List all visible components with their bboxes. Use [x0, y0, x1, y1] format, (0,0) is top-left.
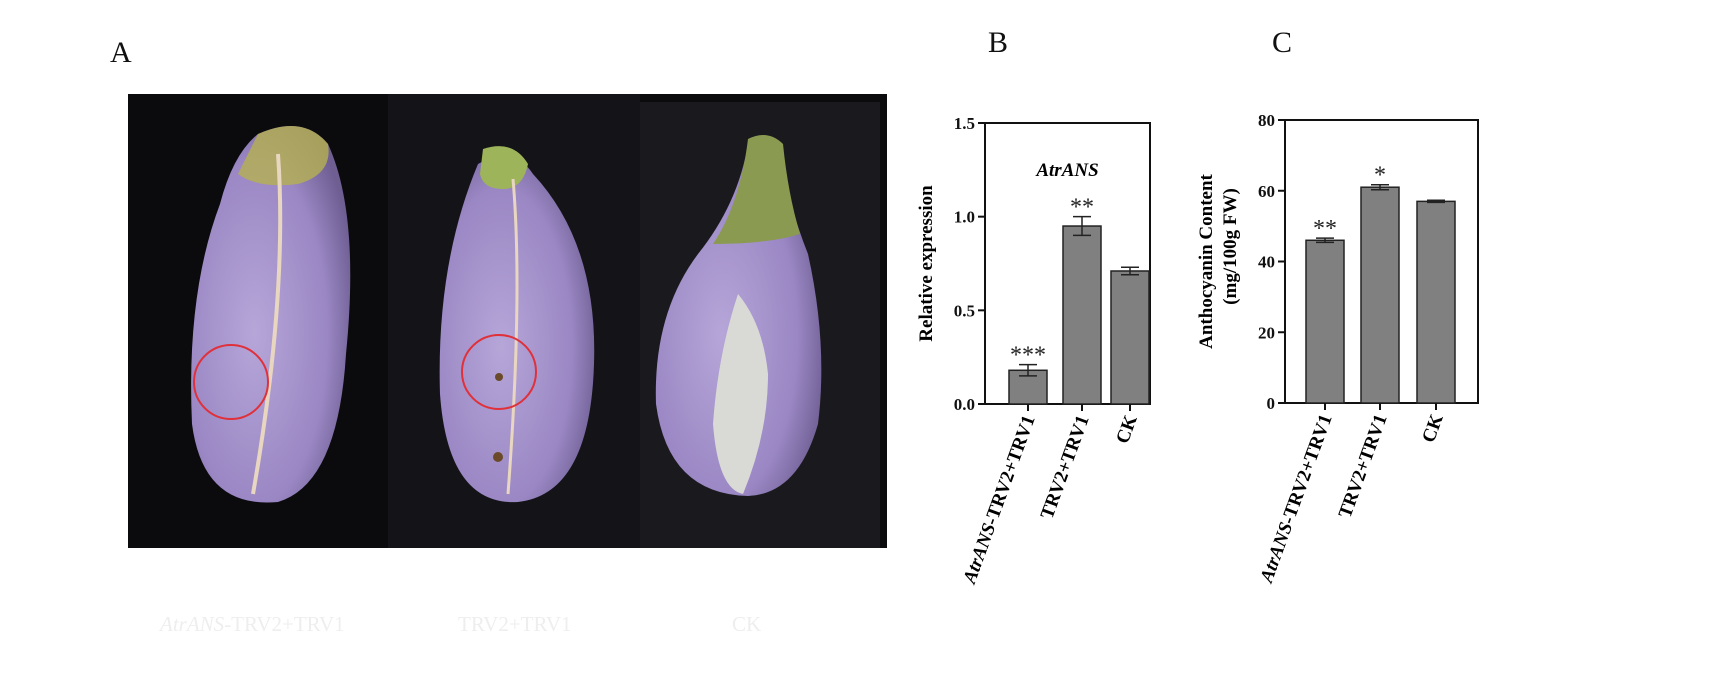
- photo-label-1-rest: -TRV2+TRV1: [224, 612, 345, 636]
- x-tick-label: CK: [1112, 412, 1142, 446]
- x-tick-label: AtrANS-TRV2+TRV1: [1256, 412, 1337, 587]
- chart-2: 0 20 40 60 80 Anthocyanin Content (mg/100g FW)…: [1196, 111, 1479, 587]
- photo-label-1-italic: AtrANS: [160, 612, 225, 636]
- significance-label: *: [1374, 163, 1386, 189]
- y-tick-label: 1.0: [954, 208, 975, 227]
- panel-label-b: B: [988, 26, 1009, 59]
- y-tick-label: 80: [1258, 111, 1275, 130]
- fruit-photo: AtrANS-TRV2+TRV1 TRV2+TRV1 CK: [128, 94, 887, 636]
- fruit-illustration: [191, 94, 880, 548]
- bar: [1416, 200, 1456, 404]
- panel-label-c: C: [1272, 26, 1293, 59]
- significance-label: **: [1070, 195, 1094, 221]
- panel-label-a: A: [110, 36, 132, 69]
- y-tick-label: 1.5: [954, 114, 975, 133]
- chart-title: AtrANS: [1035, 160, 1098, 181]
- axes-frame: [1284, 119, 1479, 404]
- fruit-2: [439, 146, 595, 503]
- highlight-circle-1: [193, 344, 269, 420]
- error-bar: [1073, 215, 1091, 237]
- error-bar: [1427, 199, 1445, 204]
- y-tick-label: 60: [1258, 182, 1275, 201]
- y-tick-label: 40: [1258, 253, 1275, 272]
- x-tick-label: TRV2+TRV1: [1037, 413, 1094, 522]
- highlight-circle-2: [461, 334, 537, 410]
- bar: [1360, 186, 1400, 404]
- significance-label: **: [1313, 216, 1337, 242]
- error-bar: [1019, 363, 1037, 377]
- y-tick-label: 20: [1258, 323, 1275, 342]
- x-tick-label: TRV2+TRV1: [1335, 412, 1392, 521]
- photo-label-2-rest: TRV2+TRV1: [458, 612, 572, 636]
- y-tick-label: 0.5: [954, 301, 975, 320]
- photo-label-1: AtrANS-TRV2+TRV1: [160, 612, 345, 637]
- x-tick-label: AtrANS-TRV2+TRV1: [959, 413, 1040, 588]
- fruit-3: [655, 135, 822, 496]
- y-axis-label: Relative expression: [916, 185, 937, 342]
- photo-label-2: TRV2+TRV1: [458, 612, 571, 637]
- y-axis-label: Anthocyanin Content: [1196, 173, 1217, 348]
- y-tick-label: 0.0: [954, 395, 975, 414]
- bar: [1110, 270, 1150, 405]
- error-bar: [1371, 183, 1389, 191]
- bar: [1305, 239, 1345, 404]
- y-axis-label-units: (mg/100g FW): [1220, 188, 1241, 305]
- bar: [1062, 225, 1102, 405]
- photo-label-3: CK: [732, 612, 761, 637]
- significance-label: ***: [1010, 343, 1046, 369]
- error-bar: [1121, 266, 1139, 276]
- fruit-1: [191, 126, 351, 503]
- error-bar: [1316, 237, 1334, 244]
- x-tick-label: CK: [1418, 411, 1448, 445]
- photo-label-3-rest: CK: [732, 612, 762, 636]
- y-tick-label: 0: [1267, 394, 1276, 413]
